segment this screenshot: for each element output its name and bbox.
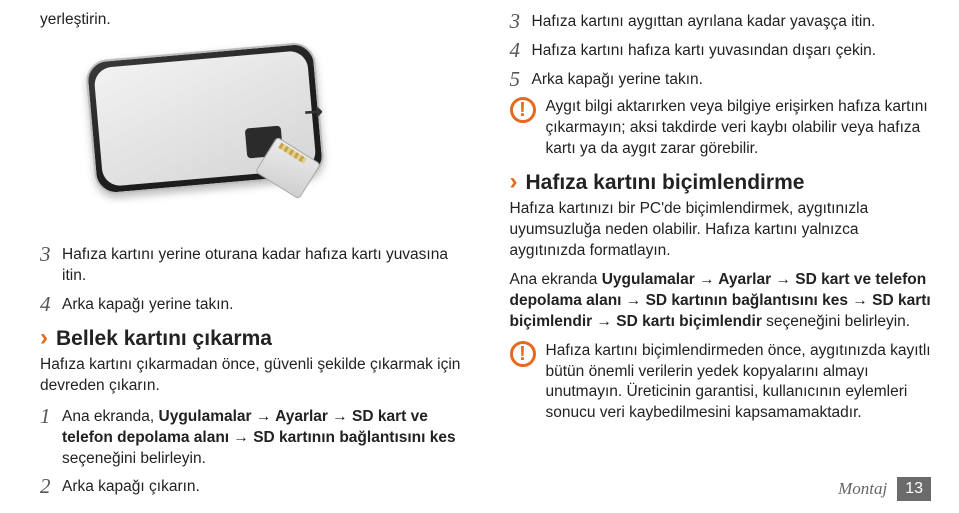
warning-text: Hafıza kartını biçimlendirmeden önce, ay…: [546, 341, 932, 425]
step-text: Hafıza kartını aygıttan ayrılana kadar y…: [532, 10, 876, 33]
step-text: Ana ekranda, Uygulamalar → Ayarlar → SD …: [62, 405, 462, 470]
page-footer: Montaj 13: [838, 477, 931, 501]
warning-icon: !: [510, 341, 536, 367]
device-illustration: ↘: [60, 39, 380, 229]
step-4: 4 Arka kapağı yerine takın.: [40, 293, 462, 316]
step-number: 2: [40, 475, 62, 498]
step-3: 3 Hafıza kartını yerine oturana kadar ha…: [40, 243, 462, 287]
warning-backup: ! Hafıza kartını biçimlendirmeden önce, …: [510, 341, 932, 425]
step-4: 4 Hafıza kartını hafıza kartı yuvasından…: [510, 39, 932, 62]
step-text: Arka kapağı yerine takın.: [62, 293, 233, 316]
section-intro: Hafıza kartını çıkarmadan önce, güvenli …: [40, 355, 462, 397]
format-instruction: Ana ekranda Uygulamalar → Ayarlar → SD k…: [510, 270, 932, 333]
step-number: 3: [510, 10, 532, 33]
footer-section-label: Montaj: [838, 479, 887, 499]
chevron-icon: ›: [510, 170, 518, 194]
text-post: seçeneğini belirleyin.: [62, 450, 206, 467]
warning-data-loss: ! Aygıt bilgi aktarırken veya bilgiye er…: [510, 97, 932, 160]
continuation-text: yerleştirin.: [40, 10, 462, 31]
section-title: Bellek kartını çıkarma: [56, 327, 272, 351]
step-number: 4: [40, 293, 62, 316]
step-number: 4: [510, 39, 532, 62]
step-5: 5 Arka kapağı yerine takın.: [510, 68, 932, 91]
step-number: 1: [40, 405, 62, 428]
remove-step-1: 1 Ana ekranda, Uygulamalar → Ayarlar → S…: [40, 405, 462, 470]
page-number: 13: [897, 477, 931, 501]
warning-text: Aygıt bilgi aktarırken veya bilgiye eriş…: [546, 97, 932, 160]
step-number: 5: [510, 68, 532, 91]
step-3: 3 Hafıza kartını aygıttan ayrılana kadar…: [510, 10, 932, 33]
section-remove-card: › Bellek kartını çıkarma: [40, 326, 462, 351]
warning-icon: !: [510, 97, 536, 123]
text-post: seçeneğini belirleyin.: [762, 313, 910, 330]
left-column: yerleştirin. ↘ 3 Hafıza kartını yerine o…: [40, 10, 492, 503]
section-format-card: › Hafıza kartını biçimlendirme: [510, 170, 932, 195]
text-pre: Ana ekranda: [510, 271, 602, 288]
section-intro: Hafıza kartınızı bir PC'de biçimlendirme…: [510, 199, 932, 262]
step-number: 3: [40, 243, 62, 266]
section-title: Hafıza kartını biçimlendirme: [526, 171, 805, 195]
chevron-icon: ›: [40, 326, 48, 350]
step-text: Arka kapağı çıkarın.: [62, 475, 200, 498]
manual-page: yerleştirin. ↘ 3 Hafıza kartını yerine o…: [0, 0, 959, 513]
remove-step-2: 2 Arka kapağı çıkarın.: [40, 475, 462, 498]
text-pre: Ana ekranda,: [62, 408, 159, 425]
right-column: 3 Hafıza kartını aygıttan ayrılana kadar…: [492, 10, 932, 503]
step-text: Arka kapağı yerine takın.: [532, 68, 703, 91]
step-text: Hafıza kartını yerine oturana kadar hafı…: [62, 243, 462, 287]
step-text: Hafıza kartını hafıza kartı yuvasından d…: [532, 39, 877, 62]
